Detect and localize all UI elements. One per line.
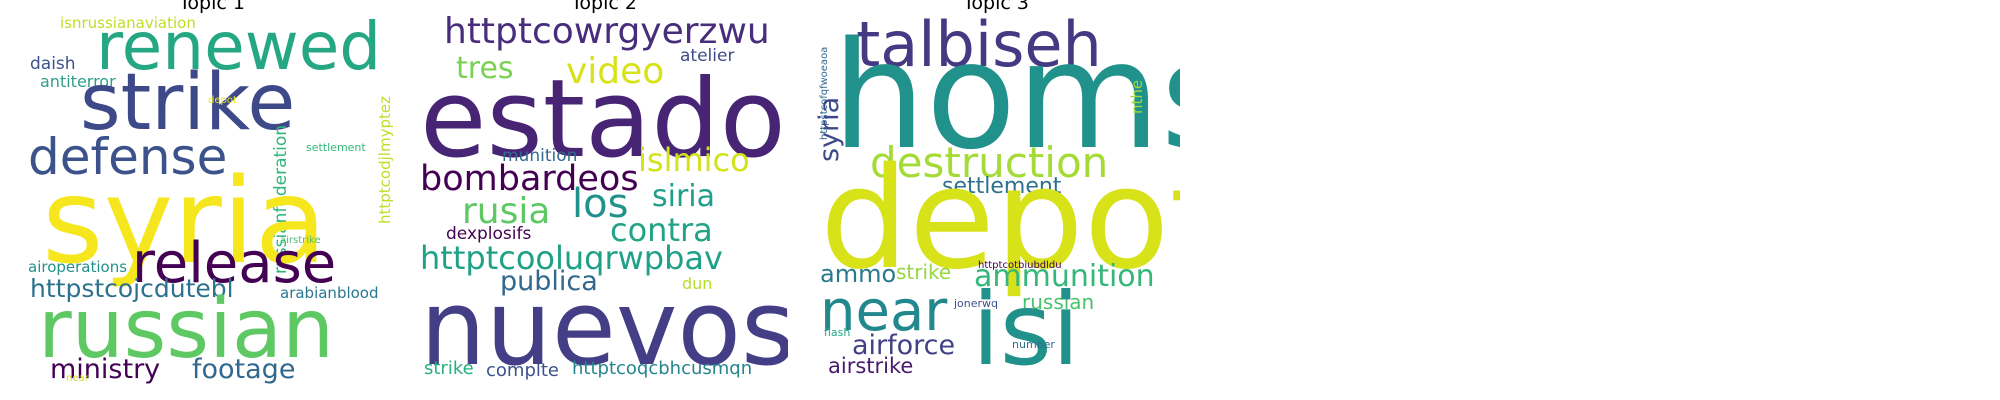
cloud-word: ammo	[820, 260, 897, 288]
cloud-word: number	[1012, 338, 1055, 351]
panel-title: Topic 2	[571, 0, 637, 14]
cloud-word: nuevos	[420, 267, 788, 384]
cloud-word: dun	[682, 274, 713, 293]
cloud-word: homs	[832, 14, 1180, 182]
wordcloud-panel-2: Topic 2 httptcowrgyerzwu tres video atelier…	[420, 0, 788, 400]
cloud-word: atelier	[680, 46, 735, 66]
cloud-word: syria	[42, 152, 327, 290]
cloud-word: jonerwq	[954, 297, 999, 310]
cloud-word: ministry	[50, 354, 161, 384]
cloud-word: httpstcojcdutebl	[30, 274, 234, 303]
cloud-word: near	[66, 373, 89, 384]
cloud-word: isi	[972, 271, 1080, 384]
cloud-word: httptcoqcbhcusmqn	[572, 358, 753, 379]
cloud-word: renewed	[96, 14, 382, 85]
cloud-word: strike	[424, 358, 474, 379]
cloud-word: flash	[824, 326, 851, 339]
cloud-word: contra	[610, 211, 713, 249]
cloud-word: los	[572, 181, 629, 227]
cloud-word: estado	[420, 57, 786, 182]
cloud-word: siria	[652, 179, 716, 214]
cloud-word: bombardeos	[420, 159, 639, 199]
cloud-word: depot	[208, 95, 237, 106]
cloud-word: httptcodjlmyptez	[376, 96, 394, 224]
cloud-word: talbiseh	[856, 14, 1102, 81]
wordcloud-3: talbisehhttpstcofqfwoeaoasyriahomsnthede…	[812, 14, 1180, 384]
cloud-word: near	[820, 279, 948, 344]
wordcloud-2: httptcowrgyerzwu tres video atelier estado mu…	[420, 14, 788, 384]
cloud-word: httptcooluqrwpbav	[420, 239, 723, 277]
cloud-word: tres	[456, 51, 514, 86]
cloud-word: nthe	[1128, 79, 1146, 114]
cloud-word: httptcotbiubdldu	[978, 260, 1062, 271]
cloud-word: russian	[1022, 290, 1095, 314]
cloud-word: strike	[896, 260, 952, 284]
cloud-word: complte	[486, 360, 560, 381]
panel-title: Topic 1	[179, 0, 245, 14]
cloud-word: strike	[80, 58, 296, 148]
cloud-word: dexplosifs	[446, 224, 532, 244]
cloud-word: httptcowrgyerzwu	[444, 14, 770, 52]
cloud-word: airoperations	[28, 258, 128, 276]
cloud-word: release	[132, 231, 337, 296]
cloud-word: airstrike	[280, 235, 321, 246]
cloud-word: russian	[38, 282, 335, 377]
cloud-word: airstrike	[828, 354, 914, 378]
cloud-word: airforce	[852, 330, 956, 361]
cloud-word: settlement	[306, 141, 366, 154]
cloud-word: settlement	[942, 174, 1062, 199]
cloud-word: ammunition	[974, 259, 1155, 294]
cloud-word: isnrussianaviation	[60, 14, 196, 32]
panel-title: Topic 3	[963, 0, 1029, 14]
wordcloud-panel-1: Topic 1 isnrussianaviation renewed daish an…	[28, 0, 396, 400]
cloud-word: publica	[500, 266, 598, 297]
cloud-word: arabianblood	[280, 284, 379, 302]
cloud-word: islmico	[638, 141, 750, 179]
cloud-word: video	[566, 51, 665, 92]
cloud-word: munition	[502, 146, 578, 166]
cloud-word: rusia	[462, 191, 551, 232]
cloud-word: footage	[192, 354, 296, 384]
cloud-word: antiterror	[40, 72, 116, 91]
wordcloud-panel-3: Topic 3 talbiseh httpstcofqfwoeaoa syria ho…	[812, 0, 1180, 400]
cloud-word: defense	[28, 128, 228, 186]
cloud-word: destruction	[870, 138, 1109, 187]
wordcloud-1: isnrussianaviation renewed daish antiterror…	[28, 14, 396, 384]
cloud-word: depot	[820, 138, 1180, 301]
cloud-word: daish	[30, 54, 76, 74]
